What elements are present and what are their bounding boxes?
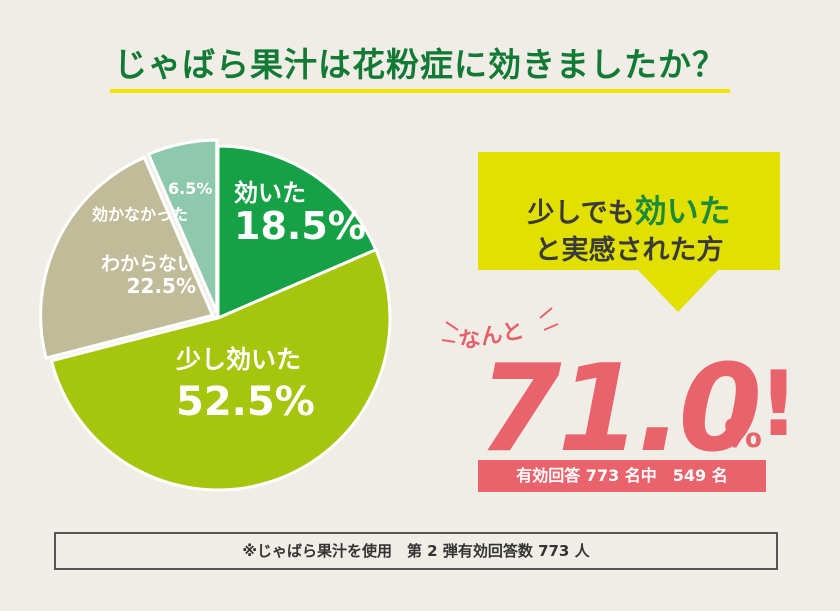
label-kikanakatta-name: 効かなかった: [92, 205, 189, 224]
page-title: じゃばら果汁は花粉症に効きましたか？: [110, 38, 730, 93]
pie-slice-2: [39, 155, 215, 360]
pie-slice-3: [146, 138, 219, 313]
label-sukoshi-name: 少し効いた: [176, 345, 302, 374]
pie-slice-0: [216, 144, 378, 321]
label-wakaranai: わからない 22.5%: [86, 254, 196, 297]
label-kiita: 効いた 18.5%: [234, 180, 366, 248]
banner-shape: [478, 152, 780, 312]
label-kiita-value: 18.5%: [234, 204, 366, 249]
callout-banner: 少しでも効いた と実感された方: [478, 152, 780, 312]
response-note: 有効回答 773 名中 549 名: [478, 460, 766, 492]
banner-text: 少しでも効いた と実感された方: [478, 190, 780, 270]
banner-line2: と実感された方: [534, 235, 724, 267]
label-wakaranai-value: 22.5%: [126, 273, 196, 298]
label-wakaranai-name: わからない: [100, 253, 196, 275]
label-kiita-name: 効いた: [234, 179, 306, 207]
title-wrap: じゃばら果汁は花粉症に効きましたか？: [0, 38, 840, 93]
percent-sign: %: [724, 412, 763, 456]
banner-emphasis: 効いた: [634, 192, 731, 230]
pie-slice-1: [49, 247, 392, 492]
big-percentage: 71.0: [478, 340, 762, 479]
exclamation-mark: !: [758, 352, 800, 457]
banner-prefix: 少しでも: [527, 198, 635, 229]
label-kikanakatta-value: 6.5%: [168, 179, 213, 198]
label-sukoshi: 少し効いた 52.5%: [176, 346, 315, 424]
label-sukoshi-value: 52.5%: [176, 378, 315, 425]
footer-note: ※じゃばら果汁を使用 第 2 弾有効回答数 773 人: [54, 532, 778, 570]
